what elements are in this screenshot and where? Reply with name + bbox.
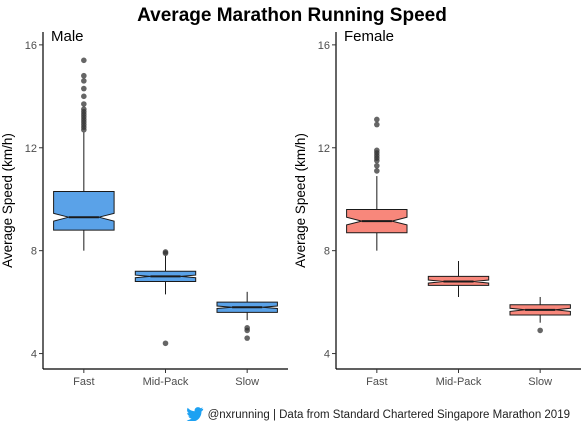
female-fast-outlier-point xyxy=(374,147,380,154)
male-mid-pack-outlier-point xyxy=(162,340,169,347)
female-slow-outlier-point xyxy=(537,327,543,334)
footer-credit: @nxrunning | Data from Standard Chartere… xyxy=(0,407,570,421)
male-fast-x-tick-label: Fast xyxy=(73,376,94,388)
male-fast-outlier-point xyxy=(81,106,87,112)
twitter-icon[interactable] xyxy=(186,407,204,421)
male-fast-outlier-point xyxy=(81,101,87,107)
male-fast-outlier-point xyxy=(81,85,87,92)
chart-title: Average Marathon Running Speed xyxy=(137,5,447,26)
male-fast-outlier-point xyxy=(81,57,87,64)
male-y-tick-label: 4 xyxy=(31,349,37,361)
female-fast-outlier-point xyxy=(374,162,380,169)
male-fast-box xyxy=(53,191,115,231)
footer-handle[interactable]: @nxrunning xyxy=(207,409,270,421)
female-fast-outlier-point xyxy=(374,116,380,123)
male-mid-pack-x-tick-label: Mid-Pack xyxy=(143,376,189,388)
male-y-axis-label: Average Speed (km/h) xyxy=(0,133,15,268)
female-fast-outlier-point xyxy=(374,168,380,174)
footer-source: | Data from Standard Chartered Singapore… xyxy=(269,409,570,421)
male-slow-outlier-point xyxy=(244,325,250,331)
male-fast-outlier-point xyxy=(81,72,87,79)
female-panel-label: Female xyxy=(344,28,394,45)
female-y-tick-label: 8 xyxy=(324,246,330,258)
female-slow-x-tick-label: Slow xyxy=(528,376,552,388)
male-fast-outlier-point xyxy=(81,78,87,84)
female-y-axis-label: Average Speed (km/h) xyxy=(293,133,308,268)
male-y-tick-label: 16 xyxy=(25,40,37,52)
female-fast-outlier-point xyxy=(374,121,380,128)
female-fast-x-tick-label: Fast xyxy=(366,376,387,388)
female-y-tick-label: 16 xyxy=(318,40,330,52)
male-slow-outlier-point xyxy=(244,335,250,341)
male-fast-outlier-point xyxy=(81,93,87,100)
male-y-tick-label: 12 xyxy=(25,143,37,155)
male-panel-label: Male xyxy=(51,28,84,45)
male-y-tick-label: 8 xyxy=(31,246,37,258)
female-y-tick-label: 4 xyxy=(324,349,330,361)
male-mid-pack-outlier-point xyxy=(162,249,169,255)
female-y-tick-label: 12 xyxy=(318,143,330,155)
female-mid-pack-x-tick-label: Mid-Pack xyxy=(436,376,482,388)
male-slow-x-tick-label: Slow xyxy=(235,376,259,388)
